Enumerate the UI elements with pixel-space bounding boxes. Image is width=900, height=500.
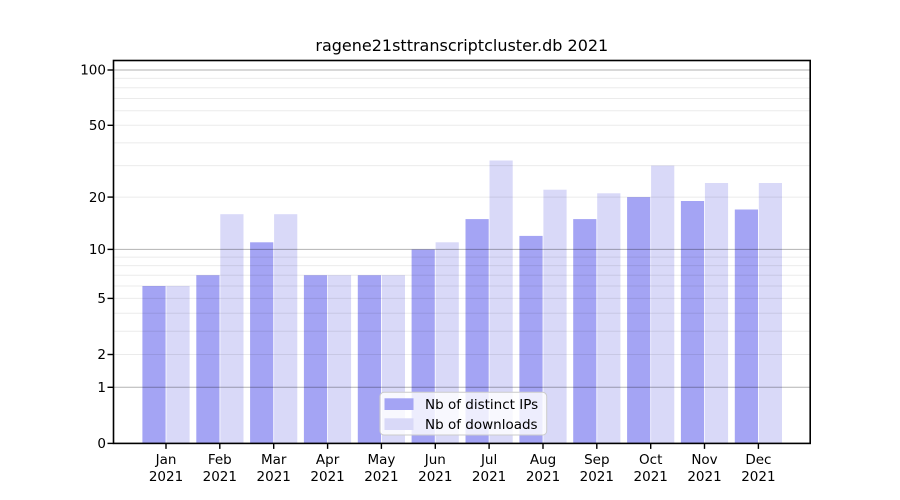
bar-distinct-ips-oct [627, 197, 651, 444]
bar-downloads-apr [327, 275, 352, 444]
y-tick-label-100: 100 [80, 63, 106, 79]
bar-downloads-mar [274, 214, 298, 444]
y-tick-label-20: 20 [89, 190, 106, 206]
x-tick-label-year-aug: 2021 [526, 469, 560, 485]
bar-downloads-dec [758, 183, 782, 444]
x-tick-label-dec: Dec [745, 452, 771, 468]
x-tick-label-mar: Mar [261, 452, 287, 468]
y-tick-label-2: 2 [97, 347, 106, 363]
bar-distinct-ips-nov [680, 201, 705, 444]
plot-border [112, 59, 812, 445]
legend-box [379, 391, 548, 436]
x-tick-label-year-may: 2021 [364, 469, 398, 485]
bar-distinct-ips-aug [519, 235, 543, 444]
x-tick-label-year-jan: 2021 [149, 469, 183, 485]
bar-downloads-aug [543, 189, 567, 444]
x-tick-label-year-feb: 2021 [203, 469, 237, 485]
bar-distinct-ips-dec [734, 209, 758, 444]
x-tick-label-oct: Oct [639, 452, 662, 468]
y-tick-label-50: 50 [89, 118, 106, 134]
bar-distinct-ips-sep [573, 219, 597, 444]
x-tick-label-jan: Jan [155, 452, 177, 468]
x-tick-label-year-jul: 2021 [472, 469, 506, 485]
x-tick-label-sep: Sep [584, 452, 609, 468]
y-tick-label-5: 5 [97, 291, 106, 307]
bar-downloads-nov [704, 183, 729, 444]
legend-swatch-distinct-ips [384, 398, 414, 410]
bar-downloads-sep [597, 193, 621, 444]
x-tick-label-year-apr: 2021 [310, 469, 344, 485]
x-tick-label-aug: Aug [530, 452, 556, 468]
bar-downloads-jul [489, 160, 513, 444]
chart-title: ragene21sttranscriptcluster.db 2021 [315, 36, 608, 55]
x-tick-label-may: May [367, 452, 395, 468]
legend-label-downloads: Nb of downloads [425, 417, 538, 433]
x-tick-label-year-dec: 2021 [741, 469, 775, 485]
y-tick-label-0: 0 [97, 436, 106, 452]
bar-distinct-ips-mar [250, 242, 274, 444]
x-tick-label-apr: Apr [316, 452, 340, 468]
bar-downloads-oct [651, 165, 675, 444]
bar-distinct-ips-jul [465, 219, 489, 444]
legend-label-distinct-ips: Nb of distinct IPs [425, 397, 538, 413]
bar-distinct-ips-jan [142, 286, 166, 444]
y-tick-label-10: 10 [89, 242, 106, 258]
x-tick-label-year-oct: 2021 [634, 469, 668, 485]
bar-distinct-ips-may [357, 275, 381, 444]
legend-swatch-downloads [384, 418, 414, 430]
y-tick-label-1: 1 [97, 380, 106, 396]
x-tick-label-year-nov: 2021 [687, 469, 721, 485]
x-tick-label-year-mar: 2021 [257, 469, 291, 485]
bar-downloads-jan [166, 286, 190, 444]
x-tick-label-jun: Jun [424, 452, 446, 468]
bar-distinct-ips-apr [303, 275, 328, 444]
x-tick-label-jul: Jul [480, 452, 497, 468]
bar-distinct-ips-feb [196, 275, 220, 444]
x-tick-label-year-jun: 2021 [418, 469, 452, 485]
x-tick-label-feb: Feb [208, 452, 232, 468]
bar-downloads-feb [220, 214, 244, 444]
x-tick-label-year-sep: 2021 [580, 469, 614, 485]
x-tick-label-nov: Nov [691, 452, 717, 468]
